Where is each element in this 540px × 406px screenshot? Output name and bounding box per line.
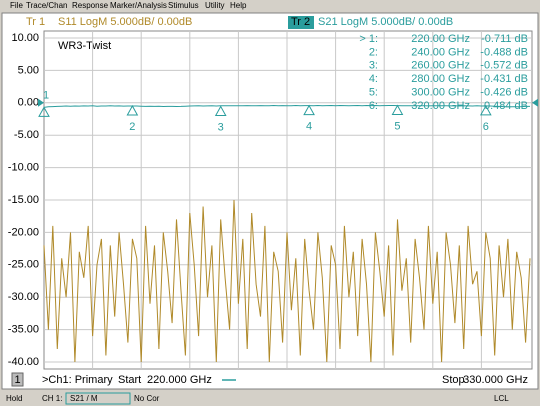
trace-line bbox=[43, 104, 530, 108]
menu-item[interactable]: File bbox=[10, 1, 23, 10]
marker-triangle bbox=[38, 106, 50, 117]
marker-id: 5 bbox=[394, 120, 400, 132]
menu-item[interactable]: Help bbox=[230, 1, 247, 10]
y-tick-label: -15.00 bbox=[8, 194, 39, 206]
marker-id: 4 bbox=[306, 120, 312, 132]
marker-row-label: > 1: bbox=[359, 33, 378, 45]
marker-triangle bbox=[126, 104, 139, 116]
marker-triangle bbox=[479, 104, 492, 116]
marker-id: 6 bbox=[483, 121, 489, 133]
stop-text: Stop bbox=[442, 374, 465, 386]
marker-value: -0.488 dB bbox=[480, 46, 528, 58]
marker-id: 3 bbox=[218, 121, 224, 133]
marker-row-label: 6: bbox=[369, 100, 378, 112]
start-text: Start bbox=[118, 374, 141, 386]
active-trace-box bbox=[288, 16, 314, 29]
marker-row-label: 3: bbox=[369, 60, 378, 72]
trace-desc: S21 LogM 5.000dB/ 0.00dB bbox=[318, 16, 453, 28]
trace-label: Tr 1 bbox=[26, 16, 45, 28]
y-tick-label: 0.00 bbox=[18, 97, 39, 109]
stop-value: 330.000 GHz bbox=[463, 374, 528, 386]
start-value: 220.000 GHz bbox=[147, 374, 212, 386]
trace-label: Tr 2 bbox=[291, 16, 310, 28]
trace-desc: S11 LogM 5.000dB/ 0.00dB bbox=[58, 16, 192, 28]
menu-item[interactable]: Utility bbox=[205, 1, 225, 10]
status-trace-box bbox=[65, 392, 131, 405]
status-item: No Cor bbox=[134, 394, 160, 403]
menu-item[interactable]: Trace/Chan bbox=[26, 1, 68, 10]
marker-triangle bbox=[214, 105, 227, 117]
marker-value: -0.711 dB bbox=[481, 33, 528, 45]
status-bar bbox=[0, 391, 540, 406]
menu-item[interactable]: Stimulus bbox=[168, 1, 199, 10]
ref-arrow-left bbox=[38, 98, 44, 107]
marker-freq: 260.00 GHz bbox=[411, 60, 470, 72]
y-tick-label: -30.00 bbox=[8, 291, 39, 303]
marker-freq: 240.00 GHz bbox=[411, 46, 470, 58]
channel-box bbox=[11, 372, 24, 387]
y-tick-label: -10.00 bbox=[8, 162, 39, 174]
marker-value: -0.431 dB bbox=[480, 73, 528, 85]
marker-row-label: 4: bbox=[369, 73, 378, 85]
marker-freq: 320.00 GHz bbox=[411, 100, 470, 112]
y-tick-label: -5.00 bbox=[14, 129, 39, 141]
trace-line bbox=[43, 199, 531, 363]
annotation: WR3-Twist bbox=[58, 40, 111, 52]
marker-value: -0.426 dB bbox=[480, 87, 528, 99]
y-tick-label: -35.00 bbox=[8, 324, 39, 336]
status-item: CH 1: bbox=[42, 394, 62, 403]
status-item: LCL bbox=[494, 394, 509, 403]
y-tick-label: 5.00 bbox=[18, 64, 39, 76]
marker-freq: 220.00 GHz bbox=[411, 33, 470, 45]
marker-freq: 300.00 GHz bbox=[411, 87, 470, 99]
menu-item[interactable]: Marker/Analysis bbox=[110, 1, 167, 10]
channel-num: 1 bbox=[14, 374, 20, 386]
y-tick-label: -25.00 bbox=[8, 259, 39, 271]
marker-row-label: 2: bbox=[369, 46, 378, 58]
y-tick-label: -20.00 bbox=[8, 226, 39, 238]
status-item: S21 / M bbox=[70, 394, 98, 403]
y-tick-label: -40.00 bbox=[8, 356, 39, 368]
marker-row-label: 5: bbox=[369, 87, 378, 99]
menu-item[interactable]: Response bbox=[72, 1, 109, 10]
marker-value: -0.484 dB bbox=[480, 100, 528, 112]
status-item: Hold bbox=[6, 394, 22, 403]
marker-triangle bbox=[391, 104, 404, 116]
y-tick-label: 10.00 bbox=[11, 32, 39, 44]
marker-value: -0.572 dB bbox=[480, 60, 528, 72]
channel-label: >Ch1: Primary bbox=[42, 374, 113, 386]
menu-bar bbox=[0, 0, 540, 12]
ref-arrow-right bbox=[532, 98, 538, 107]
marker-id: 1 bbox=[43, 89, 49, 101]
marker-triangle bbox=[303, 104, 315, 116]
marker-id: 2 bbox=[129, 121, 135, 133]
marker-freq: 280.00 GHz bbox=[411, 73, 470, 85]
